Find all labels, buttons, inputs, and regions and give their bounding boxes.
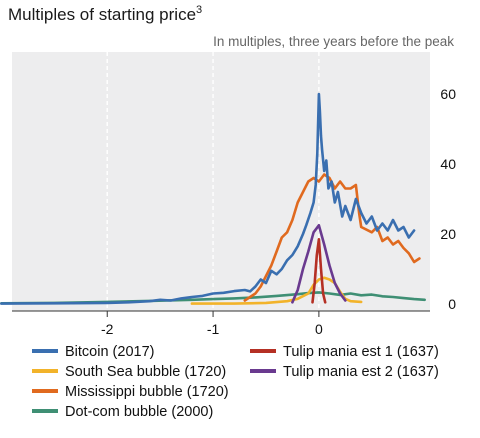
legend-label: South Sea bubble (1720) xyxy=(65,364,227,380)
series-lines xyxy=(0,92,426,305)
title-footnote-marker: 3 xyxy=(196,4,203,16)
series-line-4 xyxy=(311,238,327,304)
legend-swatch xyxy=(32,369,58,374)
series-line-5 xyxy=(291,224,347,304)
y-tick-label: 0 xyxy=(448,296,456,312)
legend-swatch xyxy=(250,369,276,374)
legend-swatch xyxy=(250,349,276,354)
legend-item: Tulip mania est 2 (1637) xyxy=(250,364,439,384)
chart-title-text: Multiples of starting price xyxy=(8,5,197,24)
y-tick-label: 40 xyxy=(440,156,456,172)
axes: -2 -1 0 0 20 40 60 xyxy=(12,86,456,337)
x-tick-label: -1 xyxy=(207,321,220,337)
legend-label: Tulip mania est 2 (1637) xyxy=(283,364,439,380)
legend-label: Dot-com bubble (2000) xyxy=(65,404,214,420)
series-line-0 xyxy=(0,92,416,305)
legend-item: Dot-com bubble (2000) xyxy=(32,404,213,424)
legend-item: Mississippi bubble (1720) xyxy=(32,384,229,404)
y-tick-label: 20 xyxy=(440,226,456,242)
chart-title: Multiples of starting price3 xyxy=(8,4,202,25)
plot-background xyxy=(12,52,430,311)
chart-subtitle: In multiples, three years before the pea… xyxy=(213,34,454,49)
legend-item: Bitcoin (2017) xyxy=(32,344,154,364)
legend-item: South Sea bubble (1720) xyxy=(32,364,226,384)
legend-label: Bitcoin (2017) xyxy=(65,344,155,360)
legend-swatch xyxy=(32,409,58,414)
legend-label: Mississippi bubble (1720) xyxy=(65,384,229,400)
legend-item: Tulip mania est 1 (1637) xyxy=(250,344,439,364)
legend-swatch xyxy=(32,349,58,354)
series-line-2 xyxy=(243,173,421,302)
legend-label: Tulip mania est 1 (1637) xyxy=(283,344,439,360)
x-tick-label: -2 xyxy=(101,321,114,337)
chart-plot: -2 -1 0 0 20 40 60 xyxy=(0,52,456,337)
x-tick-label: 0 xyxy=(315,321,323,337)
y-tick-label: 60 xyxy=(440,86,456,102)
legend-swatch xyxy=(32,389,58,394)
